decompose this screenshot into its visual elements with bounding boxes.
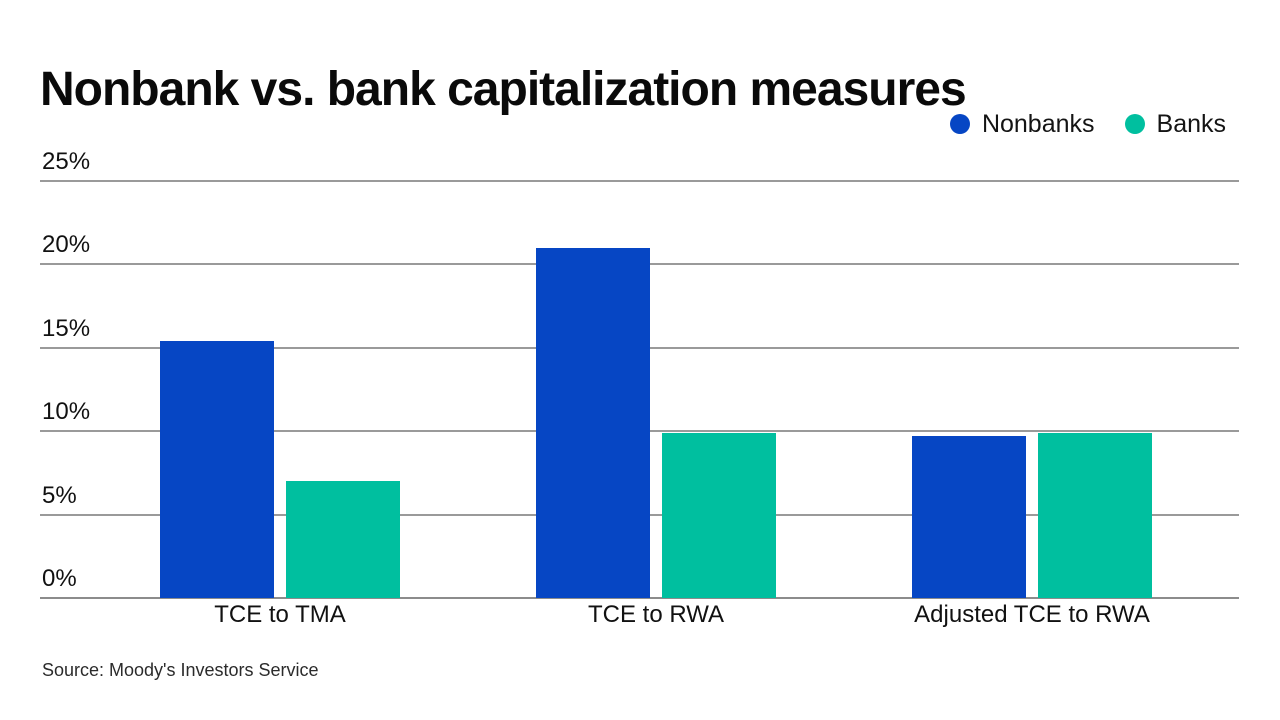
legend-item-nonbanks: Nonbanks [949,109,1095,139]
bar-banks-tce-to-rwa [662,432,776,598]
gridline-25pct [40,180,1239,182]
y-tick-label-0pct: 0% [42,565,77,592]
legend: Nonbanks Banks [949,108,1226,140]
bar-nonbanks-tce-to-tma [160,341,274,598]
gridline-0pct [40,597,1239,599]
y-tick-label-15pct: 15% [42,314,91,342]
y-tick-label-10pct: 10% [42,398,91,426]
legend-swatch-banks [1124,114,1145,134]
legend-swatch-nonbanks [949,114,970,134]
y-tick-label-5pct: 5% [42,481,77,509]
bar-nonbanks-adjusted-tce-to-rwa [912,436,1026,598]
y-tick-label-20pct: 20% [42,231,91,259]
chart-title: Nonbank vs. bank capitalization measures [40,63,967,117]
bar-nonbanks-tce-to-rwa [536,247,650,598]
bar-banks-tce-to-tma [286,481,400,598]
legend-label-banks: Banks [1156,109,1226,138]
bar-banks-adjusted-tce-to-rwa [1038,432,1152,598]
x-axis-label-tce-to-tma: TCE to TMA [214,601,346,628]
legend-label-nonbanks: Nonbanks [981,109,1095,138]
y-tick-label-25pct: 25% [42,148,91,175]
x-axis-label-adjusted-tce-to-rwa: Adjusted TCE to RWA [914,601,1150,628]
legend-item-banks: Banks [1124,109,1226,139]
source-note: Source: Moody's Investors Service [42,660,319,680]
x-axis-label-tce-to-rwa: TCE to RWA [587,601,725,628]
